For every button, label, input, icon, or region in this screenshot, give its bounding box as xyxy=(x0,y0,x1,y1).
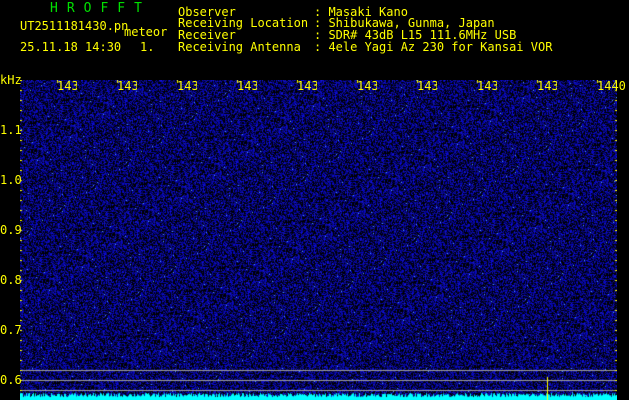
x-tick-label: 1433 xyxy=(177,80,197,93)
mode-label: meteor xyxy=(124,25,168,39)
x-tick-label: 1434 xyxy=(237,80,257,93)
y-tick-label: 1.0 xyxy=(0,173,22,187)
spectrogram xyxy=(20,80,617,400)
y-tick-label: 0.9 xyxy=(0,223,22,237)
x-tick-label: 1436 xyxy=(357,80,377,93)
x-tick-label: 1432 xyxy=(117,80,137,93)
y-unit-label: kHz xyxy=(0,73,22,87)
observer-label: Observer xyxy=(178,5,236,19)
x-tick-label: 1437 xyxy=(417,80,437,93)
x-tick-label: 1435 xyxy=(297,80,317,93)
x-tick-label: 1440 xyxy=(597,80,626,93)
observer-value: : Masaki Kano xyxy=(314,5,408,19)
location-label: Receiving Location xyxy=(178,16,309,30)
antenna-value: : 4ele Yagi Az 230 for Kansai VOR xyxy=(314,40,553,54)
count: 1. xyxy=(140,40,155,54)
x-tick-label: 1439 xyxy=(537,80,557,93)
filename: UT2511181430.pn xyxy=(20,19,129,33)
receiver-label: Receiver xyxy=(178,28,236,42)
datetime: 25.11.18 14:30 xyxy=(20,40,122,54)
y-tick-label: 0.6 xyxy=(0,373,22,387)
receiver-value: : SDR# 43dB L15 111.6MHz USB xyxy=(314,28,517,42)
antenna-label: Receiving Antenna xyxy=(178,40,301,54)
x-tick-label: 1438 xyxy=(477,80,497,93)
location-value: : Shibukawa, Gunma, Japan xyxy=(314,16,495,30)
y-tick-label: 0.7 xyxy=(0,323,22,337)
y-tick-label: 1.1 xyxy=(0,123,22,137)
y-tick-label: 0.8 xyxy=(0,273,22,287)
app-title: HROFFT xyxy=(50,1,151,16)
